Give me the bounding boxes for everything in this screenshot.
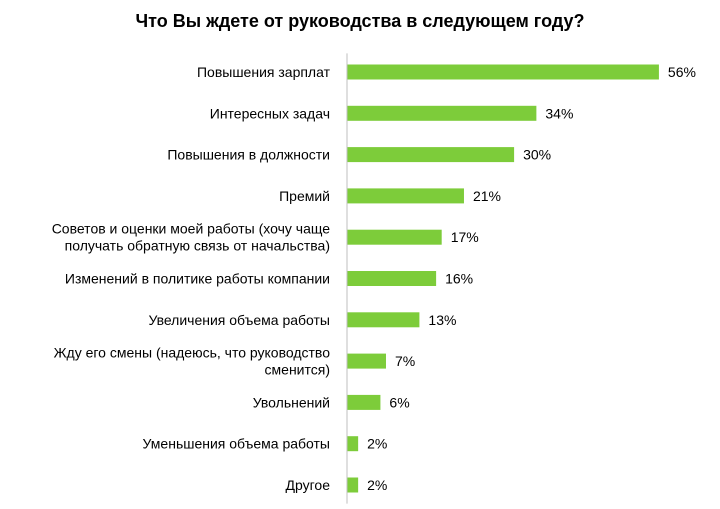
- bar: [347, 188, 464, 204]
- category-label-line: получать обратную связь от начальства): [65, 238, 330, 254]
- category-label: Премий: [279, 188, 330, 204]
- bar: [347, 436, 359, 452]
- bar: [347, 147, 515, 163]
- value-label: 34%: [545, 105, 573, 121]
- bar: [347, 105, 537, 121]
- category-label-line: Советов и оценки моей работы (хочу чаще: [52, 221, 331, 237]
- category-label: Советов и оценки моей работы (хочу чаще п…: [52, 221, 331, 254]
- category-label-line: Увеличения объема работы: [148, 312, 330, 328]
- category-label-line: Повышения зарплат: [197, 64, 331, 80]
- category-label-line: Другое: [286, 477, 331, 493]
- value-labels: 56% 34% 30% 21% 17% 16% 13% 7% 6% 2% 2%: [367, 64, 696, 493]
- bar: [347, 477, 359, 493]
- category-label-line: Увольнений: [253, 394, 330, 410]
- value-label: 2%: [367, 436, 387, 452]
- value-label: 13%: [428, 312, 456, 328]
- value-label: 7%: [395, 353, 415, 369]
- value-label: 17%: [451, 229, 479, 245]
- bar: [347, 64, 659, 80]
- category-label-line: Жду его смены (надеюсь, что руководство: [54, 345, 331, 361]
- value-label: 30%: [523, 147, 551, 163]
- category-label: Жду его смены (надеюсь, что руководство с…: [54, 345, 331, 378]
- category-label: Повышения в должности: [167, 147, 330, 163]
- bar: [347, 271, 437, 286]
- value-label: 21%: [473, 188, 501, 204]
- category-label-line: Премий: [279, 188, 330, 204]
- value-label: 16%: [445, 271, 473, 287]
- category-label-line: Повышения в должности: [167, 147, 330, 163]
- category-label-line: Интересных задач: [210, 105, 330, 121]
- bar: [347, 312, 420, 328]
- category-label: Другое: [286, 477, 331, 493]
- category-label: Уменьшения объема работы: [143, 436, 330, 452]
- category-labels: Повышения зарплат Интересных задач Повышен…: [52, 64, 331, 493]
- category-label: Повышения зарплат: [197, 64, 331, 80]
- value-label: 2%: [367, 477, 387, 493]
- chart-title: Что Вы ждете от руководства в следующем …: [135, 11, 585, 31]
- value-label: 6%: [389, 394, 409, 410]
- category-label: Увольнений: [253, 394, 330, 410]
- value-label: 56%: [668, 64, 696, 80]
- category-label: Интересных задач: [210, 105, 330, 121]
- category-label: Увеличения объема работы: [148, 312, 330, 328]
- bars: [347, 64, 659, 493]
- bar: [347, 394, 381, 410]
- category-label: Изменений в политике работы компании: [65, 271, 330, 287]
- bar: [347, 229, 442, 245]
- category-label-line: Изменений в политике работы компании: [65, 271, 330, 287]
- bar: [347, 353, 386, 369]
- category-label-line: Уменьшения объема работы: [143, 436, 330, 452]
- category-label-line: сменится): [265, 362, 330, 378]
